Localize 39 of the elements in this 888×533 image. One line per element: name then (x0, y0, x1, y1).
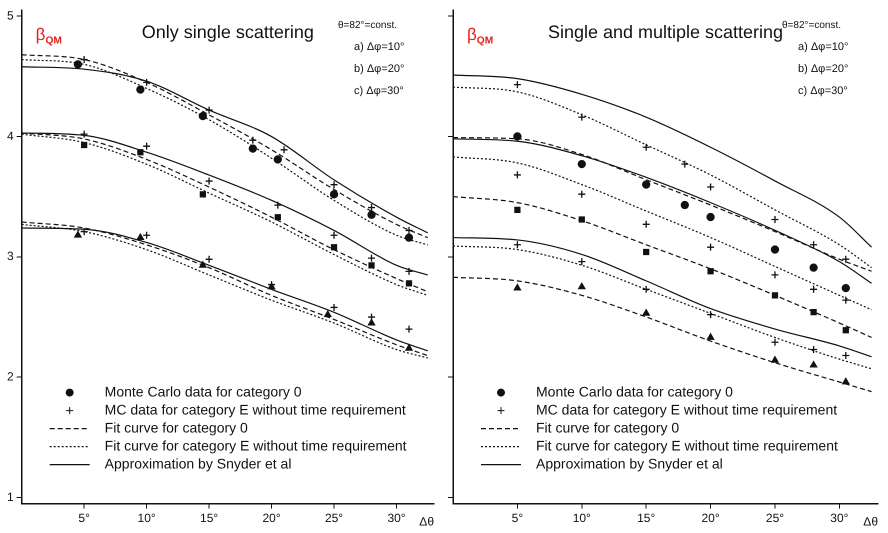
x-tick-label: 30° (387, 511, 406, 526)
annotation: c) Δφ=30° (798, 85, 848, 97)
legend-label: Fit curve for category E without time requirement (104, 437, 407, 454)
y-tick-label: 3 (6, 249, 14, 264)
x-tick-label: 25° (324, 511, 344, 526)
y-tick-label: 2 (6, 370, 14, 384)
legend-label: Monte Carlo data for category 0 (104, 383, 302, 400)
x-tick-label: 10° (572, 511, 592, 526)
legend-label: MC data for category E without time requirement (536, 401, 838, 418)
annotation: b) Δφ=20° (354, 63, 404, 76)
x-tick-label: 10° (138, 511, 156, 526)
x-axis-title: Δθ (419, 514, 434, 529)
legend-label: Fit curve for category 0 (536, 419, 680, 436)
text: Single and multiple scattering (548, 22, 784, 42)
annotation: θ=82°=const. (782, 20, 842, 31)
x-tick-label: 5° (512, 511, 524, 526)
annotation: b) Δφ=20° (798, 63, 848, 75)
x-tick-label: 5° (78, 511, 90, 526)
legend-label: Approximation by Snyder et al (104, 455, 292, 472)
y-tick-label: 1 (6, 490, 14, 504)
x-tick-label: 20° (702, 511, 720, 526)
x-tick-label: 15° (200, 511, 218, 526)
x-tick-label: 25° (766, 511, 784, 526)
y-tick-label: 5 (6, 8, 14, 23)
legend-label: MC data for category E without time requirement (104, 401, 406, 418)
legend-label: Fit curve for category 0 (104, 419, 248, 436)
text: Only single scattering (142, 22, 314, 42)
annotation: a) Δφ=10° (798, 41, 848, 53)
annotation: a) Δφ=10° (354, 41, 404, 54)
x-tick-label: 20° (262, 511, 281, 526)
annotation: θ=82°=const. (338, 20, 398, 32)
x-axis-title: Δθ (863, 514, 878, 529)
x-tick-label: 15° (637, 511, 656, 526)
legend-label: Approximation by Snyder et al (536, 455, 723, 472)
annotation: c) Δφ=30° (354, 85, 404, 98)
legend-label: Monte Carlo data for category 0 (536, 383, 734, 400)
legend-label: Fit curve for category E without time requirement (536, 437, 838, 454)
y-tick-label: 4 (6, 128, 14, 143)
x-tick-label: 30° (830, 511, 849, 526)
